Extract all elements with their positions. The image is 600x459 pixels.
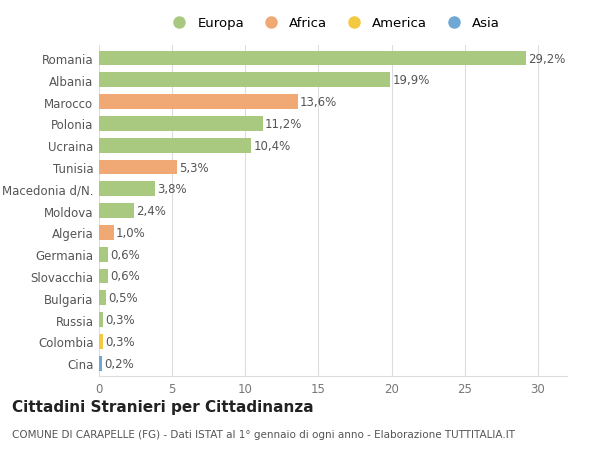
Bar [99,139,251,153]
Text: 3,8%: 3,8% [157,183,187,196]
Text: 0,3%: 0,3% [106,313,135,326]
Bar [99,334,103,349]
Text: 0,5%: 0,5% [109,291,138,305]
Text: 1,0%: 1,0% [116,226,146,239]
Text: 0,3%: 0,3% [106,335,135,348]
Legend: Europa, Africa, America, Asia: Europa, Africa, America, Asia [163,15,503,33]
Text: 0,2%: 0,2% [104,357,134,370]
Text: 19,9%: 19,9% [392,74,430,87]
Text: 11,2%: 11,2% [265,118,302,131]
Text: 2,4%: 2,4% [136,205,166,218]
Text: 5,3%: 5,3% [179,161,208,174]
Bar [99,182,155,197]
Bar [99,204,134,218]
Bar [99,356,102,371]
Text: 13,6%: 13,6% [300,96,337,109]
Bar [99,269,108,284]
Text: 10,4%: 10,4% [253,140,290,152]
Bar [99,95,298,110]
Bar [99,291,106,306]
Bar [99,117,263,132]
Text: COMUNE DI CARAPELLE (FG) - Dati ISTAT al 1° gennaio di ogni anno - Elaborazione : COMUNE DI CARAPELLE (FG) - Dati ISTAT al… [12,429,515,439]
Text: 0,6%: 0,6% [110,270,140,283]
Bar [99,73,390,88]
Text: 0,6%: 0,6% [110,248,140,261]
Text: Cittadini Stranieri per Cittadinanza: Cittadini Stranieri per Cittadinanza [12,399,314,414]
Bar [99,225,113,240]
Bar [99,313,103,327]
Text: 29,2%: 29,2% [528,52,566,66]
Bar [99,247,108,262]
Bar [99,51,526,67]
Bar [99,160,176,175]
